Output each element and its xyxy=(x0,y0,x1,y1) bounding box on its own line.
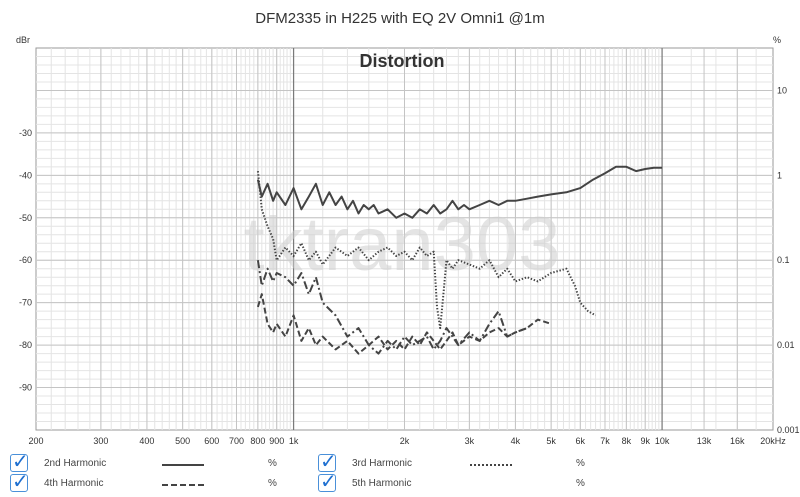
x-tick-label: 10k xyxy=(655,436,670,446)
x-tick-label: 400 xyxy=(139,436,154,446)
distortion-chart: DFM2335 in H225 with EQ 2V Omni1 @1m tkt… xyxy=(16,10,800,446)
x-tick-label: 5k xyxy=(546,436,556,446)
chart-title: DFM2335 in H225 with EQ 2V Omni1 @1m xyxy=(255,10,545,27)
right-tick-label: 0.001 xyxy=(777,425,800,435)
x-tick-label: 600 xyxy=(204,436,219,446)
left-axis-unit: dBr xyxy=(16,35,30,45)
legend-item-2nd: ✓ 2nd Harmonic % xyxy=(10,451,310,474)
5th-harmonic-checkbox[interactable]: ✓ xyxy=(318,471,337,493)
legend: ✓ 2nd Harmonic % ✓ 3rd Harmonic % ✓ 4th … xyxy=(0,451,800,497)
right-tick-label: 0.01 xyxy=(777,340,795,350)
x-tick-label: 1k xyxy=(289,436,299,446)
check-icon: ✓ xyxy=(12,451,29,473)
x-tick-label: 6k xyxy=(576,436,586,446)
x-tick-label: 16k xyxy=(730,436,745,446)
check-icon: ✓ xyxy=(12,471,29,493)
x-tick-label: 800 xyxy=(250,436,265,446)
2nd-harmonic-checkbox[interactable]: ✓ xyxy=(10,451,29,473)
right-tick-label: 0.1 xyxy=(777,255,790,265)
right-tick-label: 10 xyxy=(777,85,787,95)
right-axis-unit: % xyxy=(773,35,781,45)
y-tick-label: -60 xyxy=(19,255,32,265)
x-tick-label: 20kHz xyxy=(760,436,786,446)
y-tick-label: -90 xyxy=(19,383,32,393)
legend-label: 5th Harmonic xyxy=(352,478,412,489)
check-icon: ✓ xyxy=(320,451,337,473)
y-tick-label: -80 xyxy=(19,340,32,350)
x-tick-label: 7k xyxy=(600,436,610,446)
x-tick-label: 9k xyxy=(640,436,650,446)
legend-swatch-solid xyxy=(162,464,204,466)
x-tick-label: 3k xyxy=(465,436,475,446)
3rd-harmonic-checkbox[interactable]: ✓ xyxy=(318,451,337,473)
x-tick-label: 2k xyxy=(400,436,410,446)
4th-harmonic-checkbox[interactable]: ✓ xyxy=(10,471,29,493)
legend-unit: % xyxy=(576,478,585,489)
y-tick-label: -50 xyxy=(19,213,32,223)
legend-swatch-dotted xyxy=(470,464,512,466)
x-tick-label: 500 xyxy=(175,436,190,446)
legend-item-4th: ✓ 4th Harmonic % xyxy=(10,471,310,494)
legend-unit: % xyxy=(576,458,585,469)
y-tick-label: -40 xyxy=(19,170,32,180)
legend-label: 2nd Harmonic xyxy=(44,458,107,469)
legend-label: 4th Harmonic xyxy=(44,478,104,489)
legend-unit: % xyxy=(268,478,277,489)
watermark: tktran303 xyxy=(244,202,561,287)
legend-item-3rd: ✓ 3rd Harmonic % xyxy=(318,451,618,474)
legend-unit: % xyxy=(268,458,277,469)
x-tick-label: 4k xyxy=(511,436,521,446)
x-tick-label: 8k xyxy=(622,436,632,446)
series-5th-harmonic xyxy=(256,260,528,355)
chart-subtitle: Distortion xyxy=(360,51,445,71)
x-tick-label: 300 xyxy=(93,436,108,446)
x-tick-label: 200 xyxy=(28,436,43,446)
series-4th-harmonic xyxy=(256,293,552,355)
legend-label: 3rd Harmonic xyxy=(352,458,413,469)
x-tick-label: 900 xyxy=(269,436,284,446)
x-tick-label: 13k xyxy=(697,436,712,446)
x-tick-label: 700 xyxy=(229,436,244,446)
series-2nd-harmonic xyxy=(256,165,663,219)
check-icon: ✓ xyxy=(320,471,337,493)
y-tick-label: -30 xyxy=(19,128,32,138)
legend-swatch-dashed xyxy=(162,484,204,486)
legend-item-5th: ✓ 5th Harmonic % xyxy=(318,471,618,494)
y-tick-label: -70 xyxy=(19,298,32,308)
right-tick-label: 1 xyxy=(777,170,782,180)
